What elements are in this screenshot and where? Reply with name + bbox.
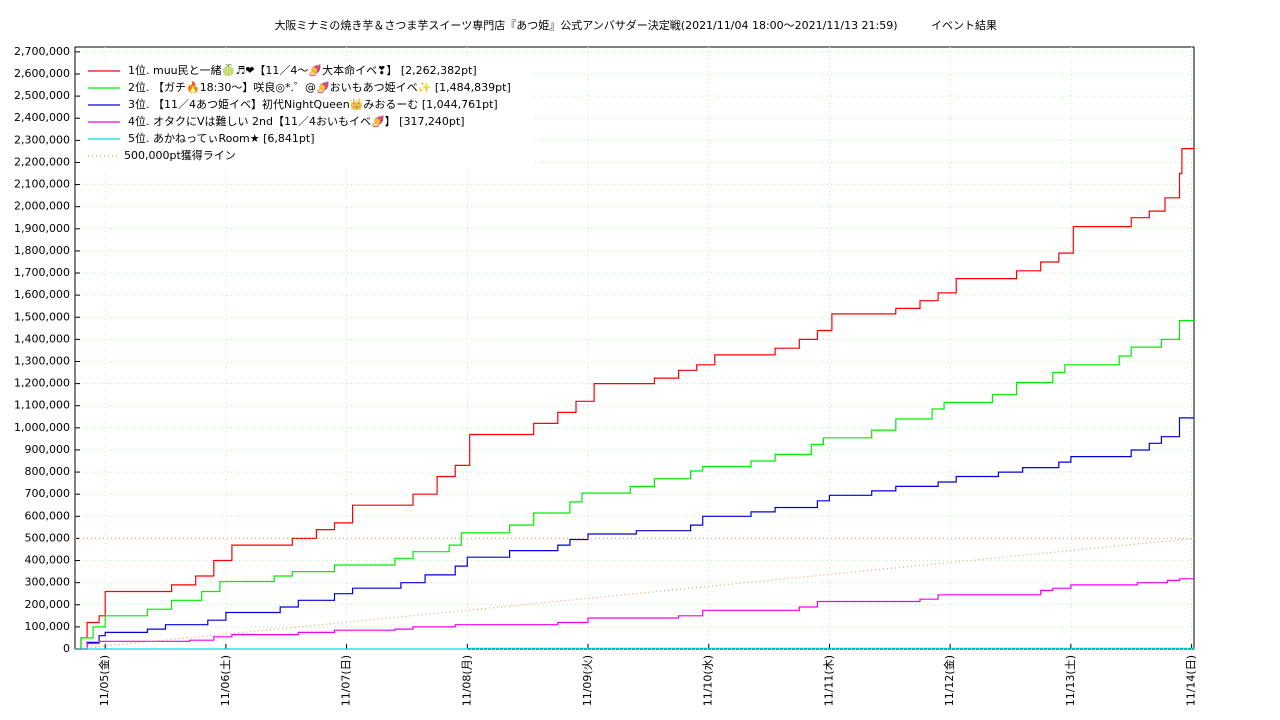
y-tick-label: 1,300,000 [14,354,70,367]
y-tick-label: 2,400,000 [14,111,70,124]
y-tick-label: 2,000,000 [14,200,70,213]
y-tick-label: 1,700,000 [14,266,70,279]
x-tick-label: 11/11(木) [822,655,835,706]
series-line [75,417,1194,650]
x-tick-label: 11/13(土) [1064,655,1077,706]
y-tick-label: 600,000 [25,509,71,522]
chart-subtitle: イベント結果 [931,18,997,32]
y-tick-label: 200,000 [25,598,71,611]
x-tick-label: 11/05(金) [97,655,111,706]
y-tick-label: 900,000 [25,443,71,456]
x-tick-label: 11/06(土) [219,655,232,706]
legend-box [82,60,532,170]
y-tick-label: 400,000 [25,554,71,567]
x-tick-label: 11/07(日) [340,655,353,706]
y-tick-label: 0 [63,642,70,655]
y-tick-label: 800,000 [25,465,71,478]
legend-label: 1位. muu民と一緒🍈♬❤【11／4〜🍠大本命イベ❣】 [2,262,382p… [128,63,477,77]
y-tick-label: 1,900,000 [14,222,70,235]
x-tick-label: 11/14(日) [1185,655,1198,706]
y-tick-label: 1,400,000 [14,332,70,345]
chart-title: 大阪ミナミの焼き芋＆さつま芋スイーツ専門店『あつ姫』公式アンバサダー決定戦(20… [274,18,897,32]
x-tick-label: 11/08(月) [460,655,473,706]
y-tick-label: 2,100,000 [14,178,70,191]
y-tick-label: 1,100,000 [14,399,70,412]
y-tick-label: 2,700,000 [14,45,70,58]
y-tick-label: 700,000 [25,487,71,500]
legend-label: 4位. オタクにVは難しい 2nd【11／4おいもイベ🍠】 [317,240pt… [128,114,465,128]
legend: 1位. muu民と一緒🍈♬❤【11／4〜🍠大本命イベ❣】 [2,262,382p… [82,60,532,170]
series-line [75,320,1194,650]
series-line [75,148,1194,650]
y-tick-label: 1,800,000 [14,244,70,257]
legend-label: 3位. 【11／4あつ姫イベ】初代NightQueen👑みおるーむ [1,044… [128,97,498,111]
legend-label: 2位. 【ガチ🔥18:30〜】咲良◎*.゜@🍠おいもあつ姫イベ✨ [1,484,… [128,80,511,94]
legend-label: 500,000pt獲得ライン [124,149,236,162]
y-tick-label: 2,200,000 [14,155,70,168]
y-tick-label: 2,500,000 [14,89,70,102]
y-tick-label: 1,000,000 [14,421,70,434]
y-tick-label: 2,600,000 [14,67,70,80]
series-line [75,647,1195,650]
y-tick-label: 2,300,000 [14,133,70,146]
x-tick-label: 11/12(金) [942,655,956,706]
x-tick-label: 11/10(水) [702,655,715,706]
y-tick-label: 500,000 [25,531,71,544]
x-tick-label: 11/09(火) [581,655,594,706]
y-tick-label: 1,200,000 [14,377,70,390]
y-tick-label: 300,000 [25,576,71,589]
y-tick-label: 100,000 [25,620,71,633]
series-line [75,578,1194,650]
plot-frame [74,46,1195,650]
legend-label: 5位. あかねってぃRoom★ [6,841pt] [128,131,315,145]
y-tick-label: 1,600,000 [14,288,70,301]
y-tick-label: 1,500,000 [14,310,70,323]
series-line [74,537,1195,650]
